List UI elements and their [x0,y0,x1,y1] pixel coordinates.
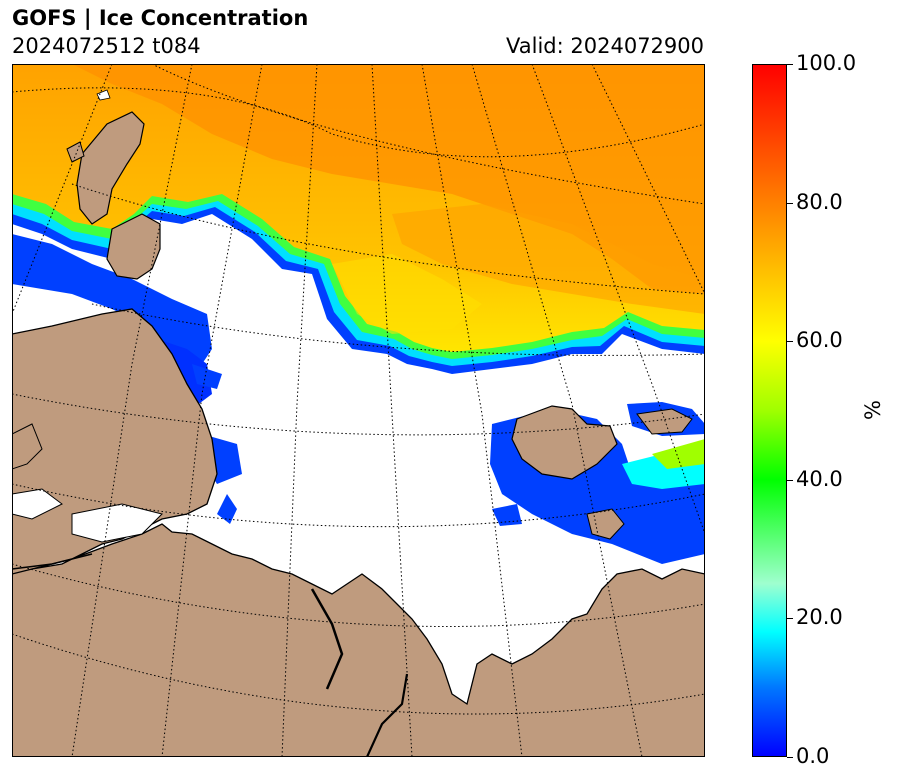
colorbar-tick [787,479,793,481]
graticule [12,64,705,757]
colorbar-tick-label: 40.0 [796,466,843,491]
colorbar-tick-label: 60.0 [796,328,843,353]
ice-west-blue [12,234,212,364]
colorbar-unit-label: % [860,400,885,420]
colorbar-gradient [752,64,787,757]
colorbar [752,64,787,757]
land-island-small [66,141,85,163]
land-novaya-zemlya-north [76,111,145,225]
colorbar-tick [787,64,793,65]
run-timestamp: 2024072512 t084 [12,34,201,58]
land-novaya-zemlya-south [106,213,161,280]
colorbar-tick-label: 80.0 [796,189,843,214]
colorbar-tick [787,618,793,620]
land-mainland [12,308,705,757]
colorbar-tick [787,341,793,343]
colorbar-tick [787,757,793,758]
colorbar-tick-label: 0.0 [796,744,830,768]
colorbar-tick-label: 20.0 [796,605,843,630]
map-title: GOFS | Ice Concentration [12,6,309,30]
colorbar-tick-label: 100.0 [796,51,857,75]
colorbar-tick [787,202,793,204]
ice-pack-high [72,64,705,294]
ice-concentration-map [12,64,705,757]
valid-timestamp: Valid: 2024072900 [506,34,704,58]
map-border [12,64,705,757]
land-severnaya-zemlya [511,405,618,480]
